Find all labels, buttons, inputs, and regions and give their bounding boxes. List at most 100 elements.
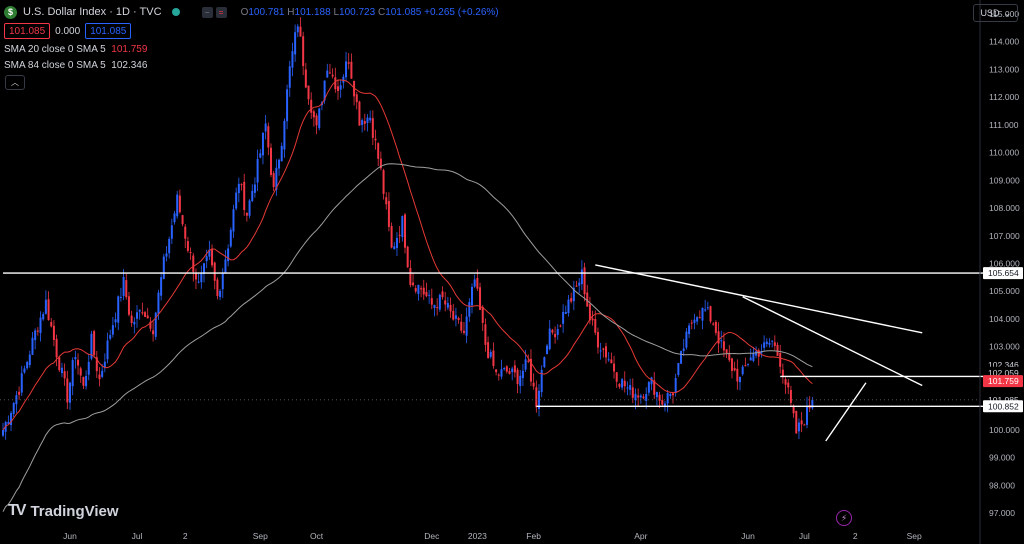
candle-body [34,330,37,341]
candle-body [414,288,417,292]
candle-body [682,348,685,351]
candle-body [240,184,243,186]
candle-body [757,350,760,357]
candle-body [339,85,342,90]
candle-body [543,357,546,367]
y-tick-label: 99.000 [989,453,1015,463]
candle-body [618,384,621,387]
candle-body [203,263,205,274]
candle-body [101,370,104,377]
candle-body [31,337,34,355]
candle-body [696,317,699,322]
candle-body [420,288,423,290]
sma84-legend[interactable]: SMA 84 close 0 SMA 5 102.346 [4,60,148,71]
sell-button[interactable]: 101.085 [4,23,51,39]
currency-select[interactable]: USD ⌄ [973,4,1018,22]
buy-button[interactable]: 101.085 [85,23,132,39]
candle-body [471,286,473,306]
equal-icon[interactable]: = [215,6,227,18]
candle-body [119,296,122,298]
candle-body [398,234,401,236]
candle-body [497,374,500,376]
candle-body [693,319,696,323]
collapse-legend-icon[interactable]: ︿ [5,75,25,90]
y-tick-label: 97.000 [989,508,1015,518]
candle-body [594,319,597,333]
candle-body [154,312,157,337]
candle-body [438,294,441,310]
candle-body [387,200,390,227]
candle-body [570,298,573,302]
candle-body [672,393,674,396]
candle-body [755,351,758,356]
candle-body [77,359,80,366]
price-label: 102.059 [988,368,1019,378]
candle-body [50,322,53,327]
candle-body [739,376,741,383]
candle-body [538,390,540,409]
candle-body [645,394,648,401]
candle-body [304,69,307,88]
x-tick-label: Jul [132,531,143,541]
candle-body [714,321,717,333]
candle-body [806,406,808,425]
candle-body [184,226,187,239]
candle-body [342,76,345,83]
ohlc-values: O100.781 H101.188 L100.723 C101.085 +0.2… [240,6,499,18]
candle-body [781,369,784,378]
candle-body [245,212,248,216]
y-tick-label: 98.000 [989,480,1015,490]
candle-body [784,379,787,385]
candle-body [60,367,63,374]
candle-body [605,346,607,358]
candle-body [23,368,26,373]
candle-body [730,358,733,371]
candle-body [395,237,398,249]
x-tick-label: 2 [183,531,188,541]
candle-body [235,192,238,209]
candle-body [312,111,315,118]
candle-body [631,387,634,398]
candle-body [556,328,559,335]
minus-icon[interactable]: − [201,6,213,18]
candle-body [71,360,74,387]
candle-body [406,246,409,268]
candle-body [500,369,503,377]
lightning-icon[interactable]: ⚡ [836,510,852,526]
candle-body [82,376,85,386]
candle-body [74,357,77,360]
candle-body [720,340,723,342]
candle-body [7,421,10,424]
candle-body [237,183,240,194]
candle-body [763,342,766,348]
candle-body [374,138,377,141]
candle-body [591,318,594,321]
candle-body [473,279,476,287]
candle-body [44,299,47,314]
candlestick-series [2,17,814,440]
candle-body [28,354,31,366]
candle-body [55,338,58,358]
candle-body [302,36,305,67]
candle-body [36,330,39,332]
candle-body [741,366,744,375]
sma-lines [2,79,813,512]
candle-body [610,359,613,364]
candle-body [449,304,452,312]
candle-body [698,317,701,319]
candle-body [578,282,581,286]
candle-body [58,357,61,371]
candle-body [639,395,642,398]
symbol-title[interactable]: U.S. Dollar Index · 1D · TVC [23,6,162,18]
candle-body [227,248,230,262]
candle-body [489,351,492,357]
candle-body [803,424,806,426]
candle-body [318,108,321,129]
candle-body [404,214,406,248]
candle-body [267,126,270,148]
candle-body [460,321,463,331]
candle-body [548,328,551,350]
sma20-legend[interactable]: SMA 20 close 0 SMA 5 101.759 [4,44,148,55]
